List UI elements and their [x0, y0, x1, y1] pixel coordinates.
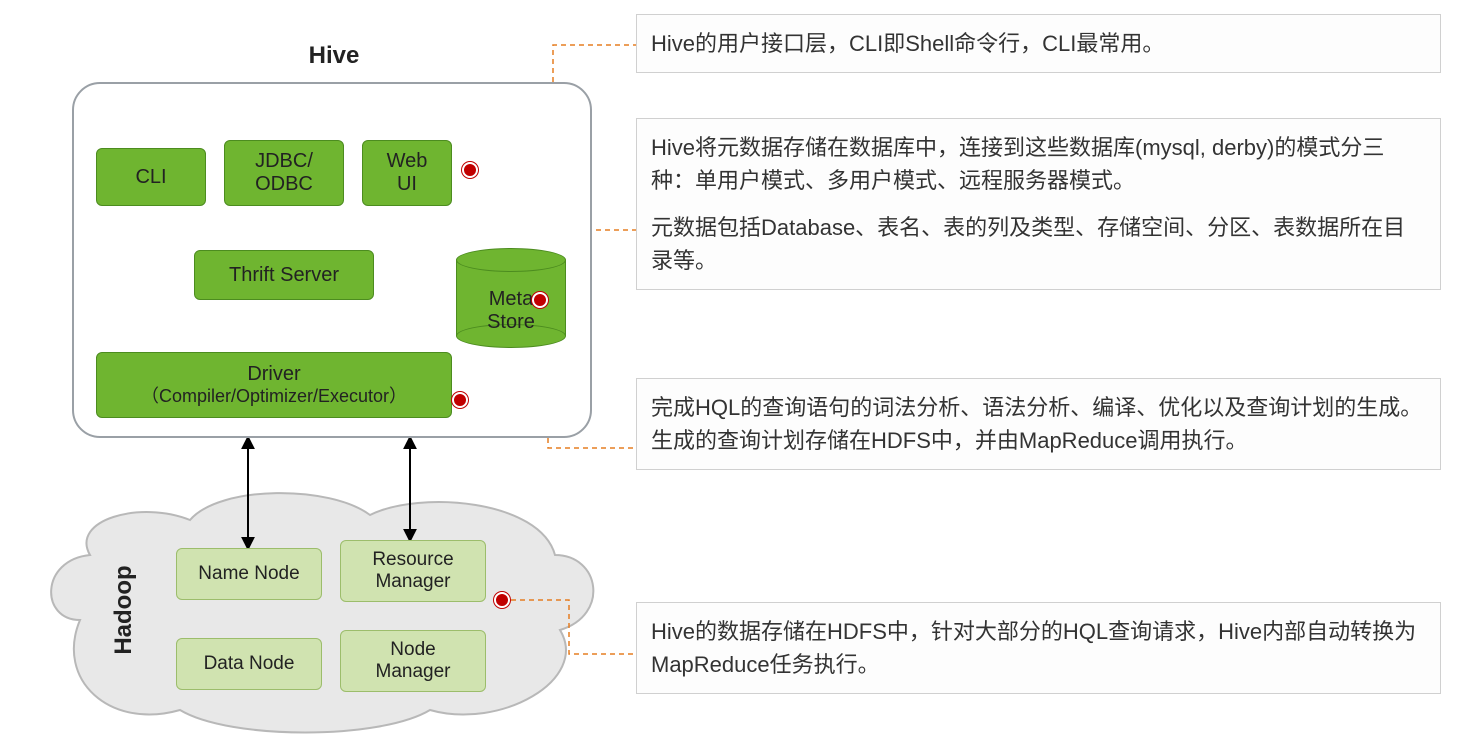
node-resource-manager: ResourceManager: [340, 540, 486, 602]
node-label: MetaStore: [456, 288, 566, 334]
node-label: Name Node: [198, 563, 299, 585]
annotation-metastore: Hive将元数据存储在数据库中，连接到这些数据库(mysql, derby)的模…: [636, 118, 1441, 290]
node-node-manager: NodeManager: [340, 630, 486, 692]
node-cli: CLI: [96, 148, 206, 206]
node-label: Thrift Server: [229, 264, 339, 287]
node-label: Data Node: [204, 653, 295, 675]
annotation-interface: Hive的用户接口层，CLI即Shell命令行，CLI最常用。: [636, 14, 1441, 73]
annotation-hadoop: Hive的数据存储在HDFS中，针对大部分的HQL查询请求，Hive内部自动转换…: [636, 602, 1441, 694]
hive-panel-title: Hive: [74, 42, 594, 70]
annotation-text: 元数据包括Database、表名、表的列及类型、存储空间、分区、表数据所在目录等…: [651, 211, 1426, 277]
node-label: ResourceManager: [372, 549, 453, 593]
annotation-text: Hive将元数据存储在数据库中，连接到这些数据库(mysql, derby)的模…: [651, 131, 1426, 197]
hadoop-label: Hadoop: [110, 540, 138, 680]
node-label: NodeManager: [376, 639, 451, 683]
node-jdbc-odbc: JDBC/ODBC: [224, 140, 344, 206]
node-data-node: Data Node: [176, 638, 322, 690]
node-meta-store: MetaStore: [456, 248, 566, 348]
callout-dot-hadoop: [494, 592, 510, 608]
callout-dot-metastore: [532, 292, 548, 308]
node-driver-line2: （Compiler/Optimizer/Executor）: [141, 386, 407, 407]
node-name-node: Name Node: [176, 548, 322, 600]
node-thrift-server: Thrift Server: [194, 250, 374, 300]
node-label: CLI: [135, 166, 166, 189]
annotation-driver: 完成HQL的查询语句的词法分析、语法分析、编译、优化以及查询计划的生成。生成的查…: [636, 378, 1441, 470]
annotation-text: 完成HQL的查询语句的词法分析、语法分析、编译、优化以及查询计划的生成。生成的查…: [651, 391, 1426, 457]
callout-dot-driver: [452, 392, 468, 408]
hive-architecture-diagram: Hive CLI JDBC/ODBC WebUI Thrift Server D…: [0, 0, 620, 734]
node-label: WebUI: [387, 150, 428, 196]
node-web-ui: WebUI: [362, 140, 452, 206]
annotation-text: Hive的用户接口层，CLI即Shell命令行，CLI最常用。: [651, 27, 1426, 60]
callout-dot-interface: [462, 162, 478, 178]
node-driver-line1: Driver: [141, 363, 407, 386]
node-driver: Driver （Compiler/Optimizer/Executor）: [96, 352, 452, 418]
node-label: JDBC/ODBC: [255, 150, 313, 196]
annotation-text: Hive的数据存储在HDFS中，针对大部分的HQL查询请求，Hive内部自动转换…: [651, 615, 1426, 681]
